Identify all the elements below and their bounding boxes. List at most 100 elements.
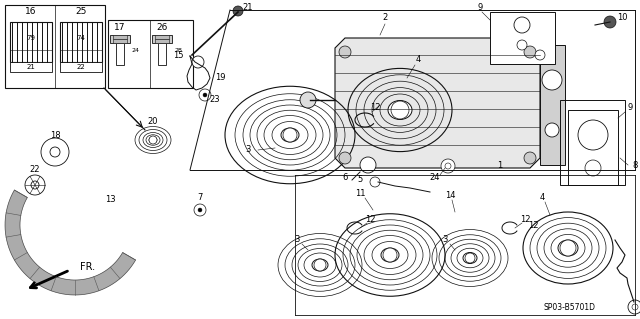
Text: 12: 12 — [520, 216, 531, 225]
Circle shape — [203, 93, 207, 97]
Polygon shape — [335, 38, 540, 168]
Circle shape — [25, 175, 45, 195]
Bar — [158, 43, 166, 65]
Text: 24: 24 — [132, 48, 140, 53]
Circle shape — [585, 160, 601, 176]
Circle shape — [524, 46, 536, 58]
Ellipse shape — [281, 128, 299, 142]
Circle shape — [604, 16, 616, 28]
Text: 23: 23 — [210, 95, 220, 105]
Text: 25: 25 — [76, 8, 86, 17]
Ellipse shape — [312, 259, 328, 271]
Circle shape — [465, 253, 475, 263]
Circle shape — [383, 248, 397, 262]
Circle shape — [233, 6, 243, 16]
Circle shape — [198, 208, 202, 212]
Text: 12: 12 — [365, 216, 375, 225]
Text: 4: 4 — [415, 56, 420, 64]
Circle shape — [628, 300, 640, 314]
Text: 5: 5 — [357, 175, 363, 184]
Bar — [560, 100, 625, 185]
Bar — [568, 110, 618, 185]
Bar — [60, 22, 102, 62]
Circle shape — [339, 46, 351, 58]
Text: 2: 2 — [382, 13, 388, 23]
Circle shape — [300, 92, 316, 108]
Circle shape — [441, 159, 455, 173]
Bar — [490, 12, 555, 64]
Text: 16: 16 — [25, 8, 36, 17]
Text: SP03-B5701D: SP03-B5701D — [544, 303, 596, 313]
Bar — [155, 35, 169, 39]
Polygon shape — [5, 190, 136, 295]
Circle shape — [41, 138, 69, 166]
Circle shape — [545, 123, 559, 137]
Circle shape — [632, 304, 638, 310]
Text: 7: 7 — [197, 194, 203, 203]
Ellipse shape — [558, 240, 578, 256]
Text: 26: 26 — [156, 24, 168, 33]
Circle shape — [314, 259, 326, 271]
Circle shape — [31, 181, 39, 189]
Text: 79: 79 — [26, 35, 35, 41]
Circle shape — [199, 89, 211, 101]
Text: 13: 13 — [105, 196, 115, 204]
Ellipse shape — [388, 100, 412, 120]
Text: 17: 17 — [115, 24, 125, 33]
Ellipse shape — [381, 248, 399, 262]
Text: 24: 24 — [429, 174, 440, 182]
Circle shape — [560, 240, 576, 256]
Circle shape — [339, 152, 351, 164]
Circle shape — [370, 177, 380, 187]
Text: 21: 21 — [243, 4, 253, 12]
Circle shape — [283, 128, 297, 142]
Text: 22: 22 — [29, 166, 40, 174]
Bar — [108, 20, 193, 88]
Text: 21: 21 — [27, 64, 35, 70]
Circle shape — [445, 163, 451, 169]
Circle shape — [517, 40, 527, 50]
Bar — [110, 35, 130, 43]
Text: 15: 15 — [173, 50, 183, 60]
Text: 3: 3 — [442, 235, 448, 244]
Circle shape — [360, 157, 376, 173]
Text: 11: 11 — [355, 189, 365, 198]
Text: 10: 10 — [617, 13, 627, 23]
Text: 8: 8 — [632, 160, 637, 169]
Text: 14: 14 — [445, 190, 455, 199]
Text: 19: 19 — [215, 73, 225, 83]
Bar — [60, 62, 102, 72]
Text: 74: 74 — [77, 35, 85, 41]
Text: 3: 3 — [294, 235, 300, 244]
Circle shape — [194, 204, 206, 216]
Bar — [113, 39, 127, 43]
Circle shape — [514, 17, 530, 33]
Circle shape — [192, 56, 204, 68]
Bar — [10, 22, 52, 62]
Circle shape — [542, 70, 562, 90]
Text: 4: 4 — [540, 194, 545, 203]
Text: 22: 22 — [77, 64, 85, 70]
Text: 9: 9 — [627, 103, 632, 113]
Bar — [155, 39, 169, 43]
Text: 3: 3 — [245, 145, 251, 154]
Circle shape — [149, 136, 157, 144]
Circle shape — [50, 147, 60, 157]
Text: 6: 6 — [342, 174, 348, 182]
Circle shape — [578, 120, 608, 150]
Text: 1: 1 — [497, 160, 502, 169]
Text: 12: 12 — [528, 220, 538, 229]
Text: 12: 12 — [370, 103, 380, 113]
Text: FR.: FR. — [80, 262, 95, 272]
Text: 18: 18 — [50, 130, 60, 139]
Text: 28: 28 — [174, 48, 182, 53]
Bar — [540, 45, 565, 165]
Bar — [152, 35, 172, 43]
Bar — [116, 43, 124, 65]
Bar — [10, 62, 52, 72]
Circle shape — [391, 101, 409, 119]
Circle shape — [535, 50, 545, 60]
Text: 9: 9 — [477, 4, 483, 12]
Circle shape — [524, 152, 536, 164]
Text: 20: 20 — [148, 117, 158, 127]
